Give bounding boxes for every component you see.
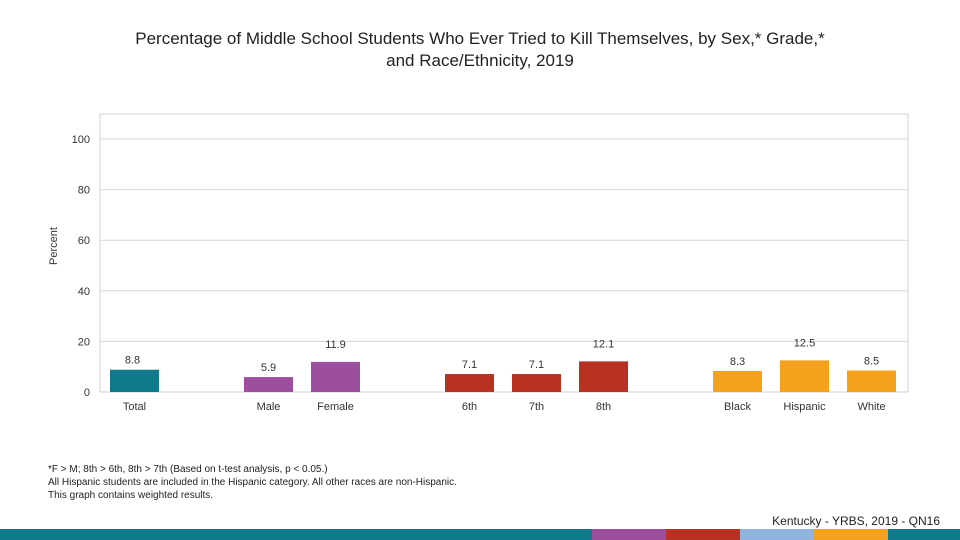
data-label: 8.3 xyxy=(730,356,745,368)
chart-title-line1: Percentage of Middle School Students Who… xyxy=(135,29,825,48)
bottom-color-bar xyxy=(0,529,960,540)
y-tick-label: 100 xyxy=(72,134,90,146)
bottom-bar-segment xyxy=(666,529,740,540)
data-label: 5.9 xyxy=(261,362,276,374)
source-label: Kentucky - YRBS, 2019 - QN16 xyxy=(772,514,940,528)
bottom-bar-segment xyxy=(592,529,666,540)
x-tick-label: Total xyxy=(123,401,146,413)
x-tick-label: Hispanic xyxy=(783,401,826,413)
y-tick-label: 80 xyxy=(78,185,90,197)
footnotes: *F > M; 8th > 6th, 8th > 7th (Based on t… xyxy=(48,463,457,502)
data-label: 12.5 xyxy=(794,337,815,349)
chart-title: Percentage of Middle School Students Who… xyxy=(30,28,930,72)
bottom-bar-segment xyxy=(740,529,814,540)
y-axis-label: Percent xyxy=(48,227,60,265)
bar xyxy=(311,361,360,392)
bar xyxy=(110,369,159,392)
footnote-3: This graph contains weighted results. xyxy=(48,490,214,501)
x-tick-label: White xyxy=(857,401,885,413)
data-label: 12.1 xyxy=(593,338,614,350)
x-tick-label: Female xyxy=(317,401,354,413)
bottom-bar-segment xyxy=(888,529,960,540)
x-tick-label: Black xyxy=(724,401,751,413)
bar xyxy=(445,374,494,392)
data-label: 8.8 xyxy=(125,355,140,367)
footnote-2: All Hispanic students are included in th… xyxy=(48,477,457,488)
x-tick-label: 6th xyxy=(462,401,477,413)
y-tick-label: 40 xyxy=(78,286,90,298)
data-label: 11.9 xyxy=(325,339,346,351)
x-tick-label: 7th xyxy=(529,401,544,413)
bar xyxy=(847,370,896,392)
bar xyxy=(579,361,628,392)
bottom-bar-segment xyxy=(814,529,888,540)
y-tick-label: 60 xyxy=(78,235,90,247)
data-label: 8.5 xyxy=(864,355,879,367)
bar xyxy=(713,371,762,392)
bar xyxy=(512,374,561,392)
x-tick-label: 8th xyxy=(596,401,611,413)
data-label: 7.1 xyxy=(529,359,544,371)
plot-frame xyxy=(99,113,909,393)
x-tick-label: Male xyxy=(257,401,281,413)
chart-title-line2: and Race/Ethnicity, 2019 xyxy=(386,51,574,70)
bar xyxy=(780,360,829,392)
data-label: 7.1 xyxy=(462,359,477,371)
bottom-bar-segment xyxy=(0,529,592,540)
y-tick-label: 0 xyxy=(84,387,90,399)
footnote-1: *F > M; 8th > 6th, 8th > 7th (Based on t… xyxy=(48,464,328,475)
y-tick-label: 20 xyxy=(78,336,90,348)
bar xyxy=(244,377,293,392)
